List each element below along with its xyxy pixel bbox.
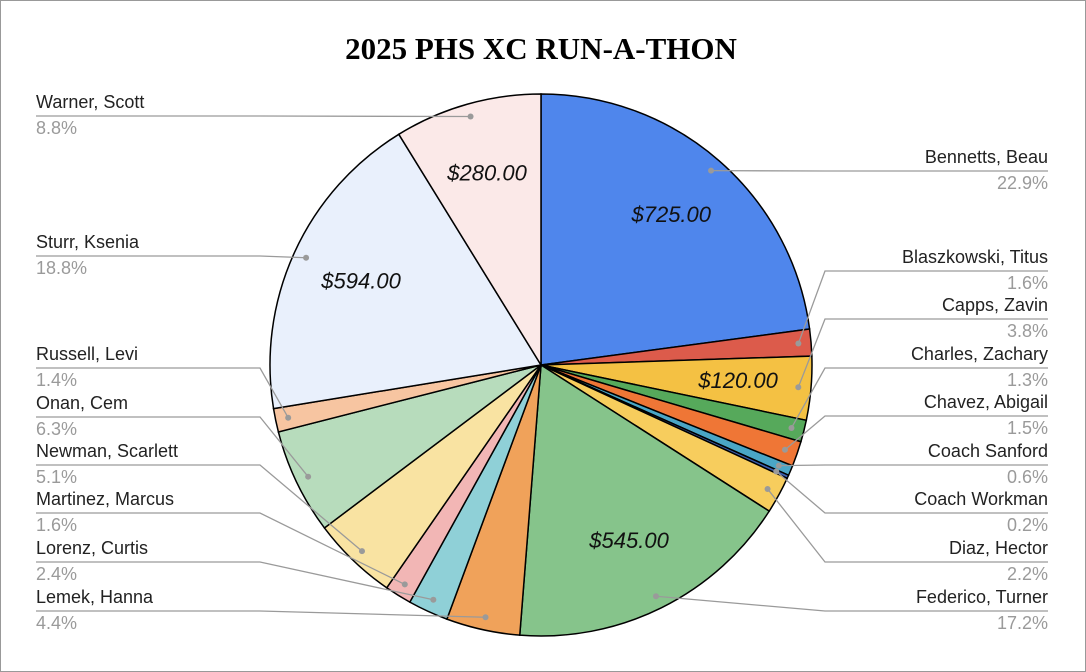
slice-percent: 22.9% xyxy=(997,173,1048,193)
leader-line xyxy=(797,318,1048,388)
amount-label: $725.00 xyxy=(630,202,711,227)
slice-name: Federico, Turner xyxy=(916,587,1048,607)
slice-name: Onan, Cem xyxy=(36,393,128,413)
leader-dot xyxy=(795,384,802,391)
leader-line xyxy=(775,471,1048,514)
amount-label: $594.00 xyxy=(320,269,401,294)
leader-dot xyxy=(708,167,715,174)
slice-percent: 3.8% xyxy=(1007,321,1048,341)
leader-line xyxy=(767,488,1048,563)
leader-dot xyxy=(652,593,659,600)
leader-line xyxy=(36,115,471,118)
slice-percent: 2.4% xyxy=(36,564,77,584)
leader-dot xyxy=(467,113,474,120)
slice-percent: 1.6% xyxy=(1007,273,1048,293)
leader-line xyxy=(790,367,1048,429)
leader-dot xyxy=(764,485,771,492)
slice-name: Capps, Zavin xyxy=(942,295,1048,315)
leader-line xyxy=(655,595,1048,612)
slice-percent: 1.6% xyxy=(36,515,77,535)
slice-percent: 5.1% xyxy=(36,467,77,487)
slice-name: Chavez, Abigail xyxy=(924,392,1048,412)
leader-dot xyxy=(773,468,780,475)
leader-dot xyxy=(358,548,365,555)
leader-dot xyxy=(401,581,408,588)
slice-percent: 8.8% xyxy=(36,118,77,138)
leader-line xyxy=(797,270,1048,344)
slice-percent: 18.8% xyxy=(36,258,87,278)
slice-name: Charles, Zachary xyxy=(911,344,1048,364)
leader-line xyxy=(784,415,1048,451)
slice-percent: 4.4% xyxy=(36,613,77,633)
slice-name: Martinez, Marcus xyxy=(36,489,174,509)
slice-percent: 1.5% xyxy=(1007,418,1048,438)
slice-name: Diaz, Hector xyxy=(949,538,1048,558)
leader-line xyxy=(36,512,406,586)
amount-label: $280.00 xyxy=(446,160,527,185)
leader-line xyxy=(36,367,289,419)
leader-dot xyxy=(781,446,788,453)
chart-title: 2025 PHS XC RUN-A-THON xyxy=(345,31,737,66)
leader-dot xyxy=(788,424,795,431)
slice-name: Lorenz, Curtis xyxy=(36,538,148,558)
leader-dot xyxy=(775,462,782,469)
leader-dot xyxy=(482,614,489,621)
pie-slice xyxy=(397,93,542,368)
slice-percent: 0.6% xyxy=(1007,467,1048,487)
slice-name: Newman, Scarlett xyxy=(36,441,178,461)
slice-name: Russell, Levi xyxy=(36,344,138,364)
slice-percent: 0.2% xyxy=(1007,515,1048,535)
leader-dot xyxy=(795,340,802,347)
slice-name: Warner, Scott xyxy=(36,92,144,112)
pie-slice xyxy=(540,93,811,366)
slice-name: Coach Workman xyxy=(914,489,1048,509)
slice-percent: 1.3% xyxy=(1007,370,1048,390)
slice-name: Bennetts, Beau xyxy=(925,147,1048,167)
amount-label: $120.00 xyxy=(697,368,778,393)
leader-line xyxy=(36,464,363,552)
leader-line xyxy=(36,416,309,478)
slice-percent: 2.2% xyxy=(1007,564,1048,584)
amount-label: $545.00 xyxy=(588,528,669,553)
leader-dot xyxy=(303,254,310,261)
slice-name: Blaszkowski, Titus xyxy=(902,247,1048,267)
leader-line xyxy=(778,464,1048,467)
slice-name: Coach Sanford xyxy=(928,441,1048,461)
leader-dot xyxy=(430,596,437,603)
leader-line xyxy=(36,610,486,618)
pie-slice xyxy=(518,363,771,637)
slice-name: Lemek, Hanna xyxy=(36,587,154,607)
leader-line xyxy=(36,255,307,259)
slice-percent: 1.4% xyxy=(36,370,77,390)
slice-percent: 17.2% xyxy=(997,613,1048,633)
leader-line xyxy=(36,561,434,601)
leader-dot xyxy=(285,414,292,421)
slice-percent: 6.3% xyxy=(36,419,77,439)
leader-dot xyxy=(305,473,312,480)
pie-slice xyxy=(269,133,543,410)
slice-name: Sturr, Ksenia xyxy=(36,232,140,252)
